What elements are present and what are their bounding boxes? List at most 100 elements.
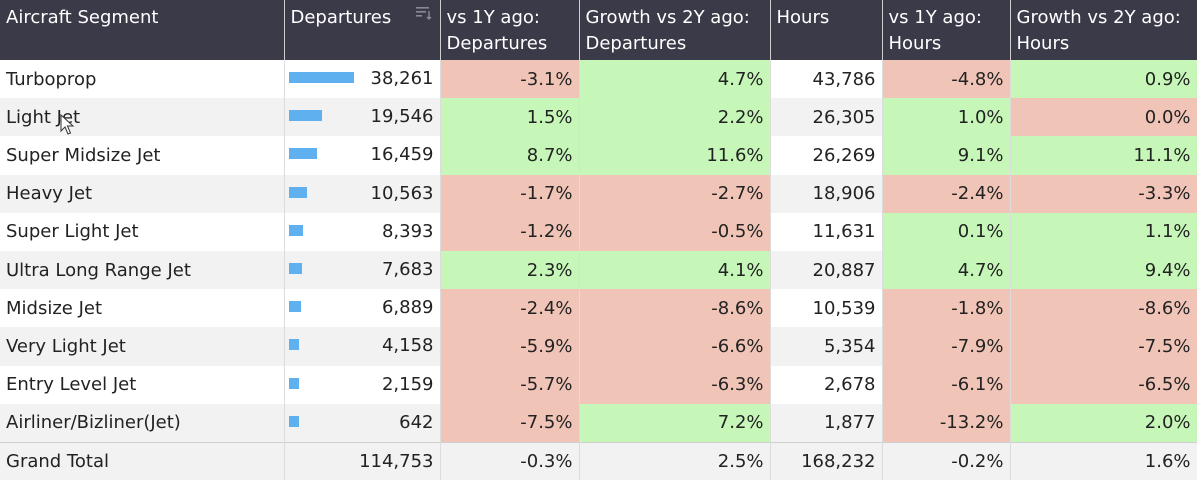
departures-value: 19,546 <box>370 106 434 128</box>
table-row[interactable]: Light Jet 19,546 1.5% 2.2% 26,305 1.0% 0.0% <box>0 98 1197 137</box>
vs1y-departures-cell: -3.1% <box>440 60 580 99</box>
growth2y-hours-cell: 1.1% <box>1010 212 1197 251</box>
vs1y-hours-cell: -13.2% <box>882 403 1011 443</box>
departures-cell: 642 <box>284 403 441 443</box>
total-hours: 168,232 <box>770 441 883 481</box>
hours-cell: 2,678 <box>770 365 883 404</box>
departures-cell: 4,158 <box>284 327 441 366</box>
hours-cell: 26,305 <box>770 98 883 137</box>
vs1y-hours-cell: -1.8% <box>882 289 1011 328</box>
grand-total-row: Grand Total 114,753 -0.3% 2.5% 168,232 -… <box>0 441 1197 481</box>
departures-value: 642 <box>399 411 434 433</box>
growth2y-departures-cell: -8.6% <box>579 289 771 328</box>
header-vs1y-departures[interactable]: vs 1Y ago: Departures <box>440 0 580 60</box>
hours-cell: 26,269 <box>770 136 883 175</box>
growth2y-departures-cell: -2.7% <box>579 174 771 213</box>
vs1y-hours-cell: -4.8% <box>882 60 1011 99</box>
vs1y-departures-cell: -5.9% <box>440 327 580 366</box>
departures-bar <box>288 301 301 313</box>
header-aircraft-segment[interactable]: Aircraft Segment <box>0 0 285 60</box>
vs1y-departures-cell: -1.7% <box>440 174 580 213</box>
growth2y-hours-cell: -3.3% <box>1010 174 1197 213</box>
table-row[interactable]: Midsize Jet 6,889 -2.4% -8.6% 10,539 -1.8% -8.… <box>0 289 1197 328</box>
growth2y-hours-cell: 0.9% <box>1010 60 1197 99</box>
departures-value: 38,261 <box>370 68 434 90</box>
departures-cell: 16,459 <box>284 136 441 175</box>
segment-cell: Very Light Jet <box>0 327 285 366</box>
vs1y-hours-cell: 9.1% <box>882 136 1011 175</box>
departures-value: 4,158 <box>381 335 434 357</box>
hours-cell: 11,631 <box>770 212 883 251</box>
hours-cell: 43,786 <box>770 60 883 99</box>
vs1y-hours-cell: 1.0% <box>882 98 1011 137</box>
segment-cell: Midsize Jet <box>0 289 285 328</box>
departures-value: 6,889 <box>381 297 434 319</box>
growth2y-hours-cell: 11.1% <box>1010 136 1197 175</box>
hours-cell: 18,906 <box>770 174 883 213</box>
total-growth2y-departures: 2.5% <box>579 441 771 481</box>
table-row[interactable]: Ultra Long Range Jet 7,683 2.3% 4.1% 20,887 4… <box>0 250 1197 290</box>
growth2y-hours-cell: -8.6% <box>1010 289 1197 328</box>
departures-cell: 2,159 <box>284 365 441 404</box>
table-row[interactable]: Entry Level Jet 2,159 -5.7% -6.3% 2,678 -6.1%… <box>0 365 1197 404</box>
departures-bar <box>288 148 317 160</box>
departures-bar <box>288 72 354 84</box>
vs1y-hours-cell: -7.9% <box>882 327 1011 366</box>
hours-cell: 5,354 <box>770 327 883 366</box>
vs1y-hours-cell: 4.7% <box>882 250 1011 290</box>
departures-value: 10,563 <box>370 182 434 204</box>
sort-descending-icon[interactable] <box>415 6 432 20</box>
table-row[interactable]: Super Light Jet 8,393 -1.2% -0.5% 11,631 0.1%… <box>0 212 1197 251</box>
vs1y-departures-cell: -1.2% <box>440 212 580 251</box>
departures-cell: 7,683 <box>284 250 441 290</box>
departures-cell: 6,889 <box>284 289 441 328</box>
segment-cell: Ultra Long Range Jet <box>0 250 285 290</box>
total-vs1y-hours: -0.2% <box>882 441 1011 481</box>
hours-cell: 1,877 <box>770 403 883 443</box>
departures-cell: 10,563 <box>284 174 441 213</box>
segment-cell: Turboprop <box>0 60 285 99</box>
total-growth2y-hours: 1.6% <box>1010 441 1197 481</box>
growth2y-departures-cell: 11.6% <box>579 136 771 175</box>
table-row[interactable]: Super Midsize Jet 16,459 8.7% 11.6% 26,269 9.… <box>0 136 1197 175</box>
table-row[interactable]: Heavy Jet 10,563 -1.7% -2.7% 18,906 -2.4% -3.3… <box>0 174 1197 213</box>
vs1y-departures-cell: 2.3% <box>440 250 580 290</box>
header-vs1y-hours[interactable]: vs 1Y ago: Hours <box>882 0 1011 60</box>
segment-cell: Airliner/Bizliner(Jet) <box>0 403 285 443</box>
header-hours[interactable]: Hours <box>770 0 883 60</box>
segment-cell: Super Light Jet <box>0 212 285 251</box>
vs1y-departures-cell: -2.4% <box>440 289 580 328</box>
growth2y-hours-cell: 9.4% <box>1010 250 1197 290</box>
segment-cell: Entry Level Jet <box>0 365 285 404</box>
vs1y-departures-cell: -5.7% <box>440 365 580 404</box>
growth2y-hours-cell: 2.0% <box>1010 403 1197 443</box>
header-growth2y-departures[interactable]: Growth vs 2Y ago: Departures <box>579 0 771 60</box>
total-departures: 114,753 <box>284 441 441 481</box>
departures-bar <box>288 339 299 351</box>
growth2y-departures-cell: -0.5% <box>579 212 771 251</box>
departures-bar <box>288 377 299 389</box>
growth2y-departures-cell: 7.2% <box>579 403 771 443</box>
header-departures[interactable]: Departures <box>284 0 441 60</box>
growth2y-hours-cell: 0.0% <box>1010 98 1197 137</box>
vs1y-hours-cell: 0.1% <box>882 212 1011 251</box>
departures-bar <box>288 263 302 275</box>
growth2y-departures-cell: 2.2% <box>579 98 771 137</box>
growth2y-hours-cell: -6.5% <box>1010 365 1197 404</box>
departures-cell: 19,546 <box>284 98 441 137</box>
table-row[interactable]: Airliner/Bizliner(Jet) 642 -7.5% 7.2% 1,877-… <box>0 403 1197 443</box>
departures-cell: 38,261 <box>284 60 441 99</box>
vs1y-hours-cell: -2.4% <box>882 174 1011 213</box>
growth2y-departures-cell: 4.7% <box>579 60 771 99</box>
hours-cell: 20,887 <box>770 250 883 290</box>
table-row[interactable]: Very Light Jet 4,158 -5.9% -6.6% 5,354 -7.9% -… <box>0 327 1197 366</box>
departures-value: 8,393 <box>381 220 434 242</box>
vs1y-hours-cell: -6.1% <box>882 365 1011 404</box>
departures-value: 7,683 <box>381 259 434 281</box>
header-growth2y-hours[interactable]: Growth vs 2Y ago: Hours <box>1010 0 1197 60</box>
growth2y-hours-cell: -7.5% <box>1010 327 1197 366</box>
header-row: Aircraft Segment Departures vs 1Y ago: D… <box>0 0 1197 60</box>
table-row[interactable]: Turboprop 38,261 -3.1% 4.7% 43,786 -4.8% 0.9% <box>0 60 1197 99</box>
segment-cell: Heavy Jet <box>0 174 285 213</box>
